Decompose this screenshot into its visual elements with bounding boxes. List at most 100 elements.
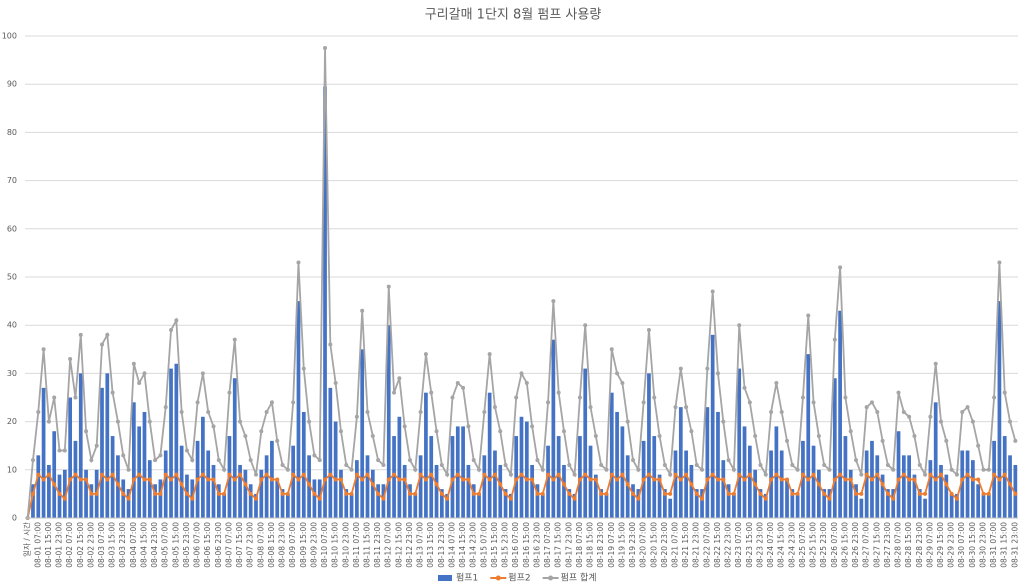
marker	[338, 429, 343, 434]
marker	[142, 371, 147, 376]
bar	[848, 469, 853, 518]
bar	[434, 464, 439, 518]
marker	[461, 385, 466, 390]
marker	[439, 491, 444, 496]
marker	[370, 434, 375, 439]
bar	[376, 484, 380, 518]
x-tick-label: 08-19 07:00	[607, 522, 616, 568]
bar	[211, 464, 216, 518]
marker	[583, 323, 588, 328]
bar	[806, 354, 811, 518]
bar	[41, 387, 46, 518]
marker	[264, 472, 269, 477]
marker	[105, 332, 110, 337]
marker	[312, 453, 317, 458]
marker	[662, 491, 667, 496]
x-tick-label: 08-22 23:00	[724, 522, 733, 568]
y-tick-label: 60	[7, 224, 17, 233]
x-tick-label: 08-03 15:00	[108, 522, 117, 568]
marker	[360, 477, 365, 482]
marker	[997, 260, 1002, 265]
marker	[572, 496, 577, 501]
x-tick-label: 08-26 07:00	[830, 522, 839, 568]
bar	[455, 426, 460, 518]
marker	[365, 472, 370, 477]
bar	[328, 387, 333, 518]
marker	[455, 472, 460, 477]
bar	[939, 464, 943, 518]
bar	[100, 387, 104, 518]
bar	[965, 450, 970, 518]
marker	[413, 491, 418, 496]
marker	[41, 347, 46, 352]
marker	[869, 477, 874, 482]
bar	[291, 445, 296, 518]
marker	[232, 337, 237, 342]
x-tick-label: 08-23 07:00	[734, 522, 743, 568]
bar	[832, 378, 837, 518]
marker	[625, 419, 630, 424]
marker	[360, 308, 365, 313]
bar	[392, 436, 396, 518]
marker	[551, 299, 556, 304]
bar	[174, 363, 179, 518]
marker	[832, 337, 837, 342]
marker	[487, 477, 492, 482]
marker	[365, 409, 370, 414]
marker	[78, 477, 83, 482]
bar	[307, 455, 311, 518]
bar	[726, 484, 731, 518]
marker	[758, 491, 763, 496]
marker	[46, 472, 51, 477]
marker	[280, 462, 285, 467]
bar	[275, 479, 280, 518]
bar	[949, 493, 954, 518]
marker	[827, 467, 832, 472]
marker	[147, 477, 152, 482]
x-tick-label: 08-30 23:00	[978, 522, 987, 568]
bar	[57, 474, 62, 518]
marker	[317, 458, 322, 463]
marker	[954, 496, 959, 501]
marker	[806, 477, 811, 482]
marker	[721, 477, 726, 482]
marker	[615, 477, 620, 482]
marker	[227, 472, 232, 477]
x-tick-label: 08-10 15:00	[331, 522, 340, 568]
bar	[216, 484, 221, 518]
marker	[482, 472, 487, 477]
marker	[275, 477, 280, 482]
bar	[710, 334, 715, 518]
marker	[795, 467, 800, 472]
x-tick-label: 08-29 07:00	[925, 522, 934, 568]
marker	[524, 381, 529, 386]
marker	[843, 395, 848, 400]
marker	[285, 467, 290, 472]
marker	[179, 482, 184, 487]
bar	[790, 489, 795, 518]
bar	[280, 489, 285, 518]
marker	[530, 477, 535, 482]
marker	[875, 472, 880, 477]
marker	[174, 318, 179, 323]
marker	[99, 342, 104, 347]
marker	[184, 448, 189, 453]
marker	[57, 491, 62, 496]
bar	[461, 426, 465, 518]
bar	[923, 498, 927, 518]
x-tick-label: 08-18 15:00	[586, 522, 595, 568]
marker	[461, 477, 466, 482]
marker	[631, 458, 636, 463]
marker	[705, 366, 710, 371]
bar	[514, 436, 519, 518]
bar	[137, 426, 142, 518]
x-tick-label: 08-03 07:00	[97, 522, 106, 568]
x-tick-label: 08-05 23:00	[182, 522, 191, 568]
bar	[243, 469, 248, 518]
marker	[126, 467, 131, 472]
marker	[806, 313, 811, 318]
marker	[546, 472, 551, 477]
marker	[700, 467, 705, 472]
bar	[822, 489, 827, 518]
